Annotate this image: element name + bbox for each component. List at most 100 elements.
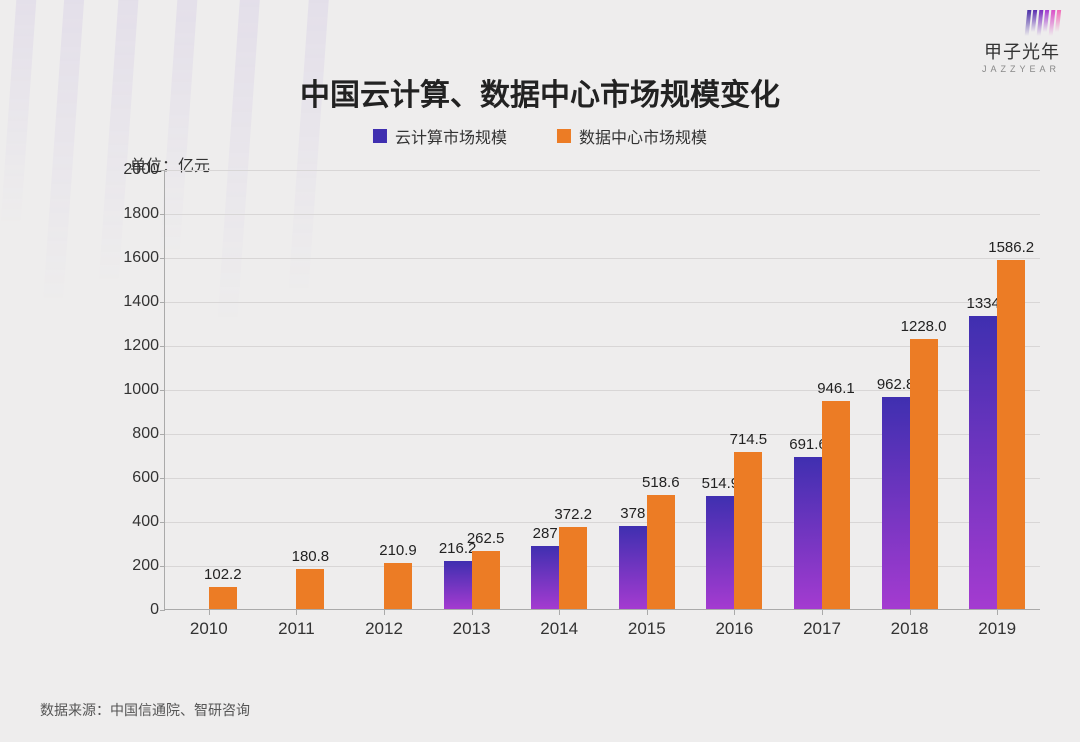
bar-group: 514.9714.5 (706, 452, 762, 609)
bar-value-label: 1334 (967, 295, 1000, 312)
legend-label: 云计算市场规模 (395, 124, 507, 148)
bar-group: 102.2 (181, 587, 237, 609)
chart-area: 0200400600800100012001400160018002000201… (120, 170, 1040, 640)
x-tick-label: 2017 (803, 619, 841, 639)
x-tick-mark (472, 609, 473, 615)
brand-logo: 甲子光年 JAZZYEAR (982, 10, 1060, 74)
bar-group: 13341586.2 (969, 260, 1025, 609)
y-tick-mark (160, 522, 165, 523)
bar-value-label: 1228.0 (901, 318, 947, 335)
bar-value-label: 518.6 (642, 474, 680, 491)
y-tick-label: 1200 (115, 337, 159, 355)
y-tick-mark (160, 214, 165, 215)
gridline (165, 258, 1040, 259)
bar-group: 287372.2 (531, 527, 587, 609)
x-tick-mark (296, 609, 297, 615)
x-tick-mark (910, 609, 911, 615)
y-tick-mark (160, 610, 165, 611)
x-tick-mark (209, 609, 210, 615)
bar: 262.5 (472, 551, 500, 609)
y-tick-mark (160, 434, 165, 435)
y-tick-label: 1800 (115, 205, 159, 223)
y-tick-label: 400 (115, 513, 159, 531)
legend: 云计算市场规模 数据中心市场规模 (373, 124, 707, 148)
x-tick-label: 2013 (453, 619, 491, 639)
x-tick-mark (997, 609, 998, 615)
y-tick-mark (160, 566, 165, 567)
bar-value-label: 287 (533, 525, 558, 542)
y-tick-mark (160, 302, 165, 303)
y-tick-label: 1400 (115, 293, 159, 311)
bar-value-label: 262.5 (467, 530, 505, 547)
bar-group: 210.9 (356, 563, 412, 609)
bar: 514.9 (706, 496, 734, 609)
y-tick-mark (160, 390, 165, 391)
x-tick-label: 2015 (628, 619, 666, 639)
y-tick-label: 0 (115, 601, 159, 619)
bar: 1334 (969, 316, 997, 609)
y-tick-mark (160, 346, 165, 347)
bar-value-label: 714.5 (730, 431, 768, 448)
y-tick-label: 1600 (115, 249, 159, 267)
bar-group: 216.2262.5 (444, 551, 500, 609)
y-tick-label: 1000 (115, 381, 159, 399)
plot-area: 0200400600800100012001400160018002000201… (164, 170, 1040, 610)
legend-swatch-icon (373, 129, 387, 143)
bar-group: 962.81228.0 (882, 339, 938, 609)
bar: 180.8 (296, 569, 324, 609)
bar: 518.6 (647, 495, 675, 609)
y-tick-label: 800 (115, 425, 159, 443)
bar-value-label: 102.2 (204, 566, 242, 583)
bar-group: 378518.6 (619, 495, 675, 609)
x-tick-mark (647, 609, 648, 615)
x-tick-label: 2016 (715, 619, 753, 639)
bar: 1586.2 (997, 260, 1025, 609)
bar: 714.5 (734, 452, 762, 609)
bar-value-label: 378 (620, 505, 645, 522)
bar-group: 180.8 (268, 569, 324, 609)
logo-subtext: JAZZYEAR (982, 64, 1060, 74)
bar: 378 (619, 526, 647, 609)
bar-value-label: 1586.2 (988, 239, 1034, 256)
legend-label: 数据中心市场规模 (579, 124, 707, 148)
bar: 372.2 (559, 527, 587, 609)
bar-value-label: 946.1 (817, 380, 855, 397)
x-tick-label: 2018 (891, 619, 929, 639)
y-tick-mark (160, 170, 165, 171)
bar: 216.2 (444, 561, 472, 609)
x-tick-mark (384, 609, 385, 615)
gridline (165, 214, 1040, 215)
chart-title: 中国云计算、数据中心市场规模变化 (300, 70, 780, 114)
bar-group: 691.6946.1 (794, 401, 850, 609)
gridline (165, 302, 1040, 303)
bar: 102.2 (209, 587, 237, 609)
x-tick-label: 2014 (540, 619, 578, 639)
y-tick-mark (160, 478, 165, 479)
data-source: 数据来源：中国信通院、智研咨询 (40, 700, 250, 720)
x-tick-label: 2019 (978, 619, 1016, 639)
y-tick-label: 200 (115, 557, 159, 575)
bar: 946.1 (822, 401, 850, 609)
bar: 962.8 (882, 397, 910, 609)
y-tick-label: 600 (115, 469, 159, 487)
bar-value-label: 180.8 (292, 548, 330, 565)
legend-swatch-icon (557, 129, 571, 143)
x-tick-mark (822, 609, 823, 615)
x-tick-mark (559, 609, 560, 615)
x-tick-label: 2010 (190, 619, 228, 639)
x-tick-mark (734, 609, 735, 615)
bar-value-label: 372.2 (554, 506, 592, 523)
x-tick-label: 2012 (365, 619, 403, 639)
logo-bars-icon (982, 10, 1060, 36)
bar: 287 (531, 546, 559, 609)
gridline (165, 170, 1040, 171)
legend-item: 数据中心市场规模 (557, 124, 707, 148)
x-tick-label: 2011 (278, 619, 315, 639)
bar: 210.9 (384, 563, 412, 609)
legend-item: 云计算市场规模 (373, 124, 507, 148)
y-tick-label: 2000 (115, 161, 159, 179)
bar-value-label: 210.9 (379, 542, 417, 559)
y-tick-mark (160, 258, 165, 259)
bar: 1228.0 (910, 339, 938, 609)
logo-text: 甲子光年 (982, 38, 1060, 64)
